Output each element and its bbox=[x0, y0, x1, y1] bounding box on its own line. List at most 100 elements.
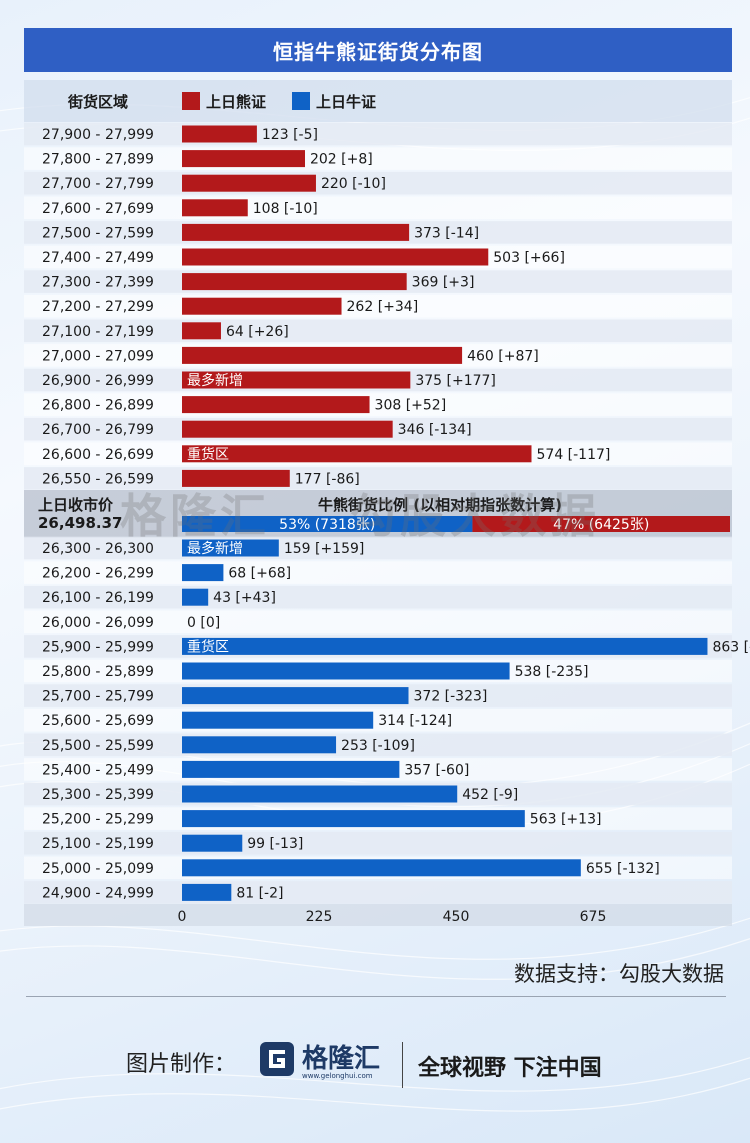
bull-data-label: 314 [-124] bbox=[378, 713, 452, 729]
bear-data-label: 503 [+66] bbox=[493, 250, 565, 266]
legend-bear: 上日熊证 bbox=[182, 91, 266, 112]
bull-range-label: 26,100 - 26,199 bbox=[42, 590, 154, 606]
logo-url: www.gelonghui.com bbox=[302, 1072, 373, 1080]
bull-bar bbox=[182, 711, 374, 729]
bull-bar bbox=[182, 760, 400, 778]
maker-label: 图片制作： bbox=[126, 1052, 237, 1077]
bull-range-label: 25,800 - 25,899 bbox=[42, 664, 154, 680]
bear-range-label: 26,800 - 26,899 bbox=[42, 398, 154, 414]
bear-bar bbox=[182, 150, 305, 168]
bull-data-label: 372 [-323] bbox=[414, 689, 488, 705]
bear-data-label: 262 [+34] bbox=[347, 299, 419, 315]
bull-bar-tag: 最多新增 bbox=[187, 540, 243, 557]
bear-data-label: 108 [-10] bbox=[253, 201, 318, 217]
ratio-bull-bar bbox=[182, 516, 473, 532]
bull-data-label: 81 [-2] bbox=[236, 885, 283, 901]
bull-range-label: 25,900 - 25,999 bbox=[42, 639, 154, 655]
bear-range-label: 27,600 - 27,699 bbox=[42, 201, 154, 217]
bull-data-label: 43 [+43] bbox=[213, 590, 276, 606]
bull-data-label: 99 [-13] bbox=[247, 836, 303, 852]
bear-bar bbox=[182, 248, 489, 266]
bear-swatch bbox=[182, 92, 200, 110]
bear-data-label: 123 [-5] bbox=[262, 127, 318, 143]
bull-bar bbox=[182, 687, 409, 705]
data-source: 数据支持：勾股大数据 bbox=[514, 962, 724, 986]
x-tick-label: 225 bbox=[306, 909, 333, 925]
bear-data-label: 574 [-117] bbox=[537, 447, 611, 463]
bear-data-label: 308 [+52] bbox=[375, 398, 447, 414]
bear-bar bbox=[182, 346, 463, 364]
bear-bar bbox=[182, 469, 290, 487]
bear-bar bbox=[182, 273, 407, 291]
bull-bar bbox=[182, 736, 337, 754]
bull-bar bbox=[182, 662, 510, 680]
bear-range-label: 27,800 - 27,899 bbox=[42, 152, 154, 168]
ratio-bear-bar bbox=[472, 516, 730, 532]
bear-range-label: 27,900 - 27,999 bbox=[42, 127, 154, 143]
bull-bar bbox=[182, 785, 458, 803]
bear-range-label: 27,200 - 27,299 bbox=[42, 299, 154, 315]
bear-range-label: 26,550 - 26,599 bbox=[42, 471, 154, 487]
logo-text: 格隆汇 bbox=[302, 1044, 381, 1074]
bear-data-label: 177 [-86] bbox=[295, 471, 360, 487]
bull-range-label: 25,000 - 25,099 bbox=[42, 861, 154, 877]
bull-range-label: 26,300 - 26,300 bbox=[42, 541, 154, 557]
bear-bar bbox=[182, 174, 316, 192]
bull-range-label: 24,900 - 24,999 bbox=[42, 885, 154, 901]
bull-data-label: 452 [-9] bbox=[462, 787, 518, 803]
legend-bear-label: 上日熊证 bbox=[206, 92, 267, 111]
bull-data-label: 0 [0] bbox=[187, 615, 220, 631]
bull-swatch bbox=[292, 92, 310, 110]
x-tick-label: 450 bbox=[443, 909, 470, 925]
bear-bar bbox=[182, 297, 342, 315]
bear-bar bbox=[182, 223, 410, 241]
bear-range-label: 26,700 - 26,799 bbox=[42, 422, 154, 438]
logo-icon bbox=[260, 1042, 294, 1076]
bear-data-label: 220 [-10] bbox=[321, 176, 386, 192]
bull-range-label: 25,200 - 25,299 bbox=[42, 812, 154, 828]
x-axis-band bbox=[24, 904, 732, 926]
bear-range-label: 26,900 - 26,999 bbox=[42, 373, 154, 389]
bear-bar-tag: 最多新增 bbox=[187, 372, 243, 389]
bull-bar bbox=[182, 834, 243, 852]
bull-data-label: 563 [+13] bbox=[530, 812, 602, 828]
bear-data-label: 375 [+177] bbox=[415, 373, 496, 389]
bear-data-label: 346 [-134] bbox=[398, 422, 472, 438]
bear-range-label: 27,300 - 27,399 bbox=[42, 275, 154, 291]
legend-bull-label: 上日牛证 bbox=[316, 92, 377, 111]
bear-bar bbox=[182, 396, 370, 414]
bull-data-label: 655 [-132] bbox=[586, 861, 660, 877]
prev-close-label: 上日收市价 bbox=[38, 496, 114, 514]
bull-range-label: 25,400 - 25,499 bbox=[42, 762, 154, 778]
prev-close-value: 26,498.37 bbox=[38, 514, 122, 532]
bear-bar bbox=[182, 199, 248, 217]
bull-bar bbox=[182, 810, 525, 828]
bull-range-label: 26,000 - 26,099 bbox=[42, 615, 154, 631]
gelonghui-logo: 格隆汇 www.gelonghui.com bbox=[258, 1040, 381, 1080]
bear-data-label: 460 [+87] bbox=[467, 348, 539, 364]
bear-range-label: 27,500 - 27,599 bbox=[42, 225, 154, 241]
bear-range-label: 27,400 - 27,499 bbox=[42, 250, 154, 266]
x-tick-label: 675 bbox=[580, 909, 607, 925]
bear-data-label: 369 [+3] bbox=[412, 275, 475, 291]
bear-bar-tag: 重货区 bbox=[187, 446, 229, 463]
bull-bar bbox=[182, 564, 224, 582]
bull-bar bbox=[182, 883, 232, 901]
bull-row-bg bbox=[24, 610, 732, 634]
bull-range-label: 26,200 - 26,299 bbox=[42, 566, 154, 582]
bar-chart: 27,900 - 27,999 123 [-5] 27,800 - 27,899 20… bbox=[24, 122, 750, 926]
footer-divider bbox=[26, 996, 726, 997]
bull-range-label: 25,100 - 25,199 bbox=[42, 836, 154, 852]
ratio-bull-text: 53% (7318张) bbox=[279, 517, 375, 533]
legend-header: 街货区域 上日熊证 上日牛证 bbox=[24, 80, 732, 122]
bull-bar-tag: 重货区 bbox=[187, 638, 229, 655]
ratio-label: 牛熊街货比例 (以相对期指张数计算) bbox=[318, 496, 562, 514]
bull-data-label: 68 [+68] bbox=[228, 566, 291, 582]
bear-bar bbox=[182, 420, 393, 438]
bull-data-label: 159 [+159] bbox=[284, 541, 365, 557]
bull-bar bbox=[182, 588, 209, 606]
bear-range-label: 27,000 - 27,099 bbox=[42, 348, 154, 364]
bull-data-label: 253 [-109] bbox=[341, 738, 415, 754]
bull-range-label: 25,600 - 25,699 bbox=[42, 713, 154, 729]
bull-bar bbox=[182, 539, 279, 557]
